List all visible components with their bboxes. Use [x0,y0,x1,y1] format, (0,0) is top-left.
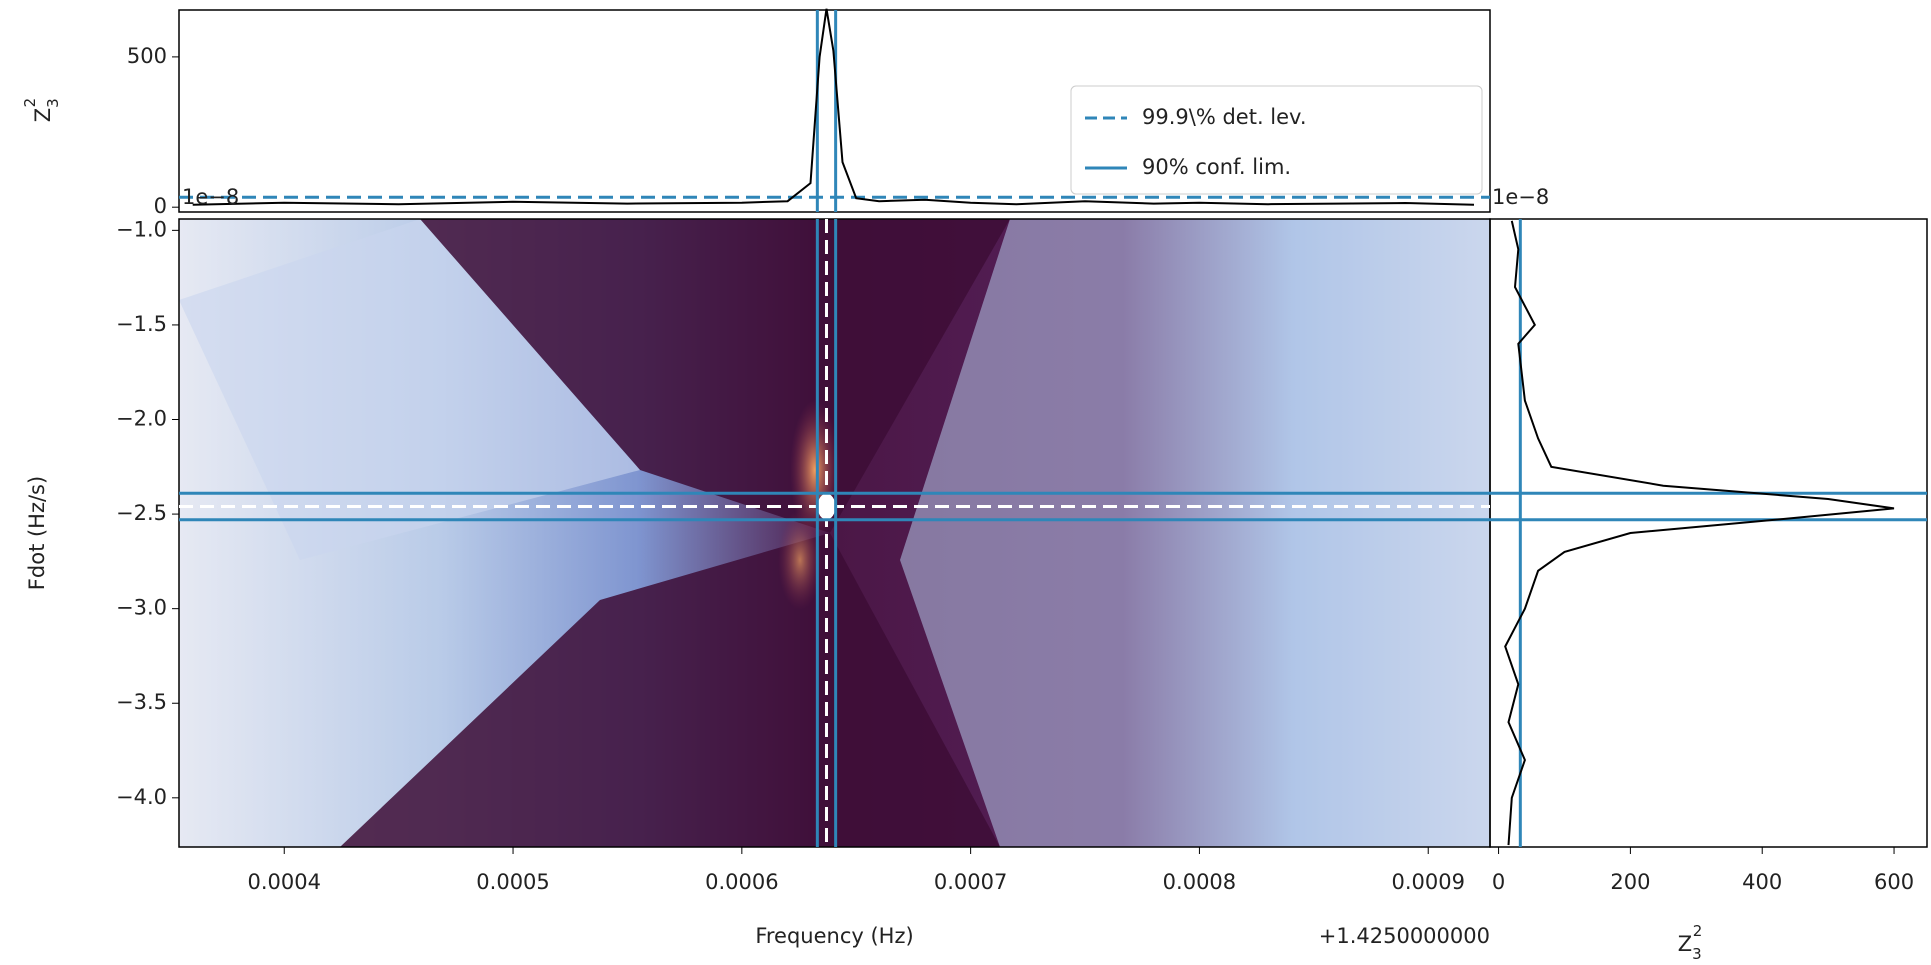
label-base: Z [31,108,55,122]
label-sub: 3 [1692,945,1702,963]
legend-label: 90% conf. lim. [1142,155,1291,179]
x-tick-label: 200 [1610,870,1650,894]
y-tick-label: −1.0 [116,217,167,241]
profile-line [1504,220,1895,846]
label-sub: 3 [44,98,62,108]
x-tick-label: 0.0005 [476,870,549,894]
x-tick-label: 0.0008 [1163,870,1236,894]
y-tick-label: −3.0 [116,596,167,620]
x-offset: +1.4250000000 [1319,924,1490,948]
label-sup: 2 [21,98,39,108]
y-tick-label: −4.0 [116,785,167,809]
y-tick-label: −2.0 [116,407,167,431]
best-point [817,493,836,520]
axis-label: Z3 2 [1678,922,1702,963]
x-tick-label: 0.0009 [1391,870,1464,894]
x-tick-label: 0.0007 [934,870,1007,894]
x-tick-label: 0.0004 [248,870,321,894]
x-axis-label: Frequency (Hz) [755,924,913,948]
y-tick-label: −2.5 [116,501,167,525]
axis-label: Z32 [21,98,62,122]
profile-line [192,8,1475,206]
x-tick-label: 0.0006 [705,870,778,894]
y-tick-label: 500 [127,44,167,68]
label-base: Z [1678,932,1692,956]
y-tick-label: 0 [154,194,167,218]
x-tick-label: 0 [1492,870,1505,894]
x-tick-label: 600 [1874,870,1914,894]
y-axis-label: Fdot (Hz/s) [25,476,49,590]
y-tick-label: −1.5 [116,312,167,336]
x-tick-label: 400 [1742,870,1782,894]
legend-label: 99.9\% det. lev. [1142,105,1307,129]
y-multiplier: 1e−8 [1492,185,1549,209]
right-frame [1489,218,1928,848]
legend-box [1070,85,1483,195]
label-sup: 2 [1693,922,1703,940]
y-tick-label: −3.5 [116,690,167,714]
y-multiplier: 1e−8 [182,185,239,209]
